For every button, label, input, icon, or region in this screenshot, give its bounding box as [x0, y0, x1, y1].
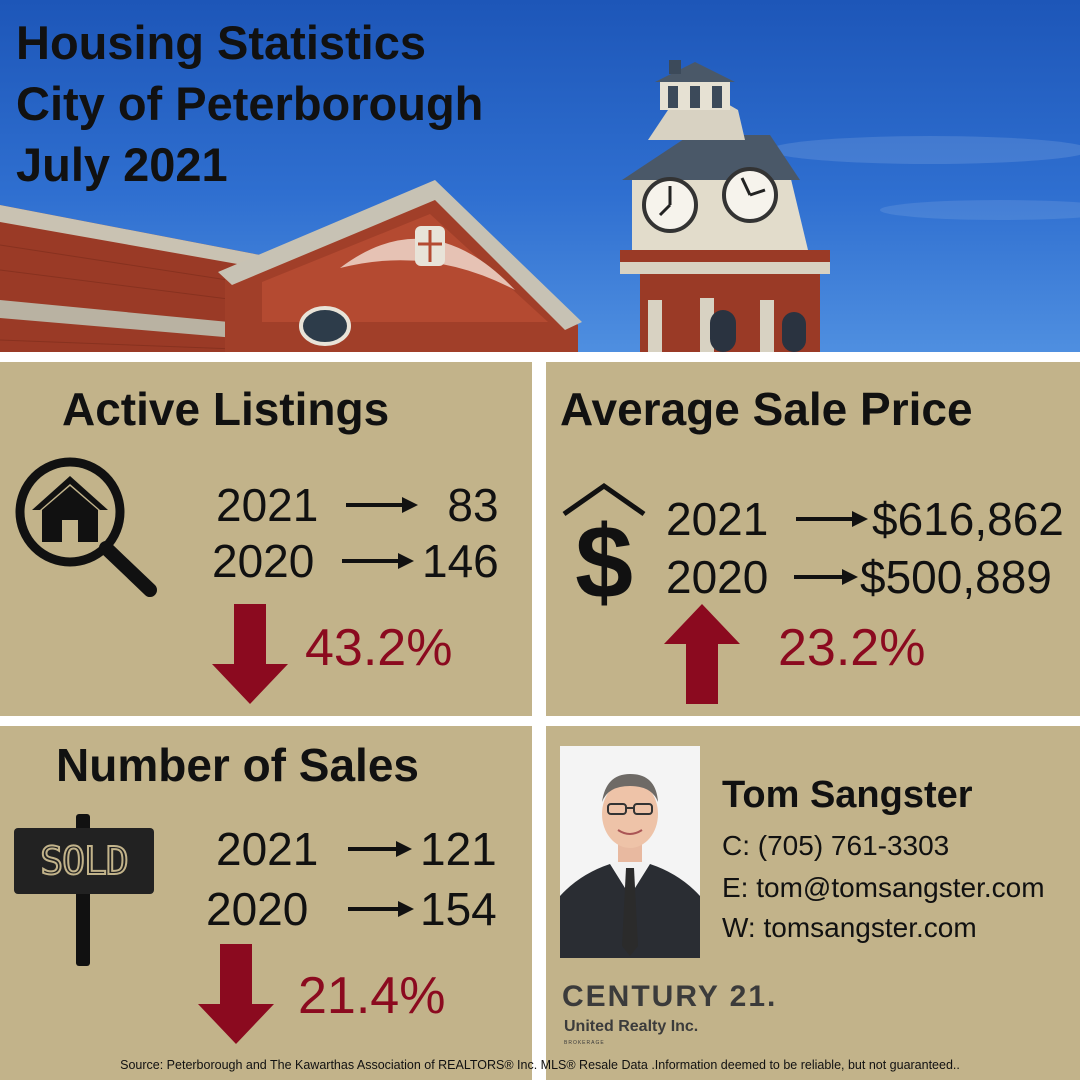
active-listings-change: 43.2%	[305, 619, 453, 677]
arrow-right-icon	[794, 569, 858, 585]
number-of-sales-panel: Number of Sales SOLD 2021 121 2020 154 2…	[0, 726, 532, 1080]
active-listings-row-2020: 2020 146	[212, 534, 499, 588]
row-year: 2021	[216, 479, 319, 531]
sold-sign-icon: SOLD	[14, 814, 154, 968]
price-row-2020: 2020 $500,889	[666, 550, 1052, 604]
sign-text: SOLD	[39, 838, 130, 884]
number-of-sales-change: 21.4%	[298, 967, 446, 1025]
agent-name: Tom Sangster	[722, 774, 973, 816]
active-listings-row-2021: 2021 83	[216, 478, 518, 532]
house-search-icon	[15, 457, 157, 597]
house-dollar-icon: $	[562, 482, 646, 608]
row-value: 154	[420, 883, 497, 935]
arrow-up-icon	[664, 604, 740, 704]
agent-cell[interactable]: C: (705) 761-3303	[722, 830, 950, 861]
brand-logo: CENTURY 21.	[562, 980, 778, 1013]
city-hall-photo	[0, 60, 1080, 352]
arrow-down-icon	[212, 604, 288, 704]
row-year: 2020	[206, 883, 309, 935]
price-row-2021: 2021 $616,862	[666, 492, 1064, 546]
sales-row-2021: 2021 121	[216, 822, 497, 876]
agent-email[interactable]: E: tom@tomsangster.com	[722, 872, 1045, 903]
active-listings-title: Active Listings	[62, 383, 390, 435]
row-value: $616,862	[872, 493, 1064, 545]
title-line-1: Housing Statistics	[16, 16, 427, 69]
arrow-down-icon	[198, 944, 274, 1044]
row-value: 146	[422, 535, 499, 587]
svg-text:$: $	[575, 505, 633, 608]
arrow-right-icon	[346, 497, 418, 513]
sign-board	[14, 828, 154, 894]
hero-banner: Housing Statistics City of Peterborough …	[0, 0, 1080, 352]
page-title: Housing Statistics City of Peterborough …	[16, 12, 483, 195]
row-year: 2021	[666, 493, 769, 545]
brand-tiny-text: BROKERAGE	[564, 1040, 605, 1046]
row-value: 121	[420, 823, 497, 875]
arrow-right-icon	[348, 901, 414, 917]
brand-subtitle: United Realty Inc.	[564, 1018, 699, 1035]
agent-website[interactable]: W: tomsangster.com	[722, 912, 977, 943]
row-value: 83	[447, 479, 499, 531]
arrow-right-icon	[348, 841, 412, 857]
agent-panel: Tom Sangster C: (705) 761-3303 E: tom@to…	[546, 726, 1080, 1080]
average-sale-price-panel: Average Sale Price $ 2021 $616,862 2020 …	[546, 362, 1080, 716]
arrow-right-icon	[342, 553, 414, 569]
row-year: 2021	[216, 823, 319, 875]
row-value: $500,889	[860, 551, 1052, 603]
row-year: 2020	[212, 535, 315, 587]
agent-photo	[560, 746, 700, 958]
source-footnote: Source: Peterborough and The Kawarthas A…	[120, 1058, 960, 1072]
average-sale-price-title: Average Sale Price	[560, 383, 973, 435]
average-sale-price-change: 23.2%	[778, 619, 926, 677]
row-year: 2020	[666, 551, 769, 603]
active-listings-panel: Active Listings 2021 83 2020 146 43.2%	[0, 362, 532, 716]
sales-row-2020: 2020 154	[206, 882, 497, 936]
arrow-right-icon	[796, 511, 868, 527]
number-of-sales-title: Number of Sales	[56, 739, 419, 791]
title-line-2: City of Peterborough	[16, 77, 484, 130]
title-line-3: July 2021	[16, 138, 228, 191]
